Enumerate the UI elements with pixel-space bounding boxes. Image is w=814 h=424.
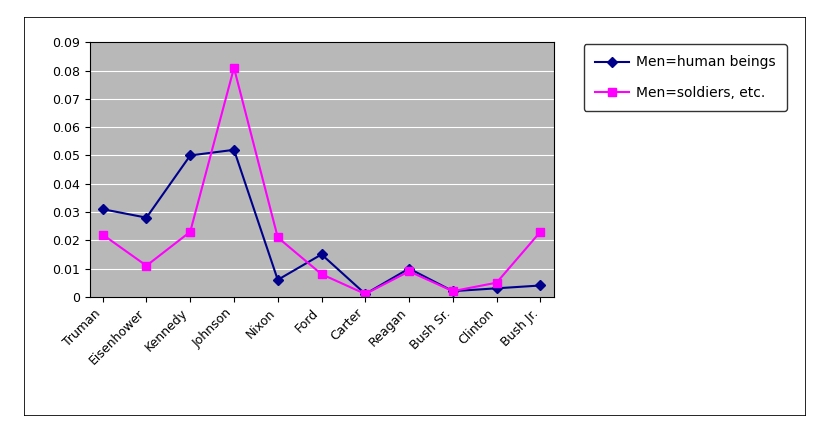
Line: Men=human beings: Men=human beings [99, 146, 544, 298]
Men=human beings [405, 266, 414, 271]
Men=soldiers, etc. [273, 235, 282, 240]
Men=human beings [361, 291, 370, 296]
Men=human beings [317, 252, 326, 257]
Men=soldiers, etc. [405, 269, 414, 274]
Men=soldiers, etc. [492, 280, 501, 285]
Men=soldiers, etc. [361, 291, 370, 296]
Men=human beings [142, 215, 151, 220]
Men=soldiers, etc. [229, 65, 239, 70]
Men=human beings [492, 286, 501, 291]
Legend: Men=human beings, Men=soldiers, etc.: Men=human beings, Men=soldiers, etc. [584, 44, 787, 111]
Men=soldiers, etc. [142, 263, 151, 268]
Men=soldiers, etc. [448, 289, 457, 294]
Men=soldiers, etc. [317, 272, 326, 277]
Men=human beings [273, 277, 282, 282]
Men=human beings [186, 153, 195, 158]
Men=human beings [536, 283, 545, 288]
Men=human beings [98, 206, 107, 212]
Men=soldiers, etc. [536, 229, 545, 234]
Men=human beings [229, 147, 239, 152]
Men=soldiers, etc. [186, 229, 195, 234]
Men=soldiers, etc. [98, 232, 107, 237]
Line: Men=soldiers, etc.: Men=soldiers, etc. [98, 64, 545, 298]
Men=human beings [448, 289, 457, 294]
